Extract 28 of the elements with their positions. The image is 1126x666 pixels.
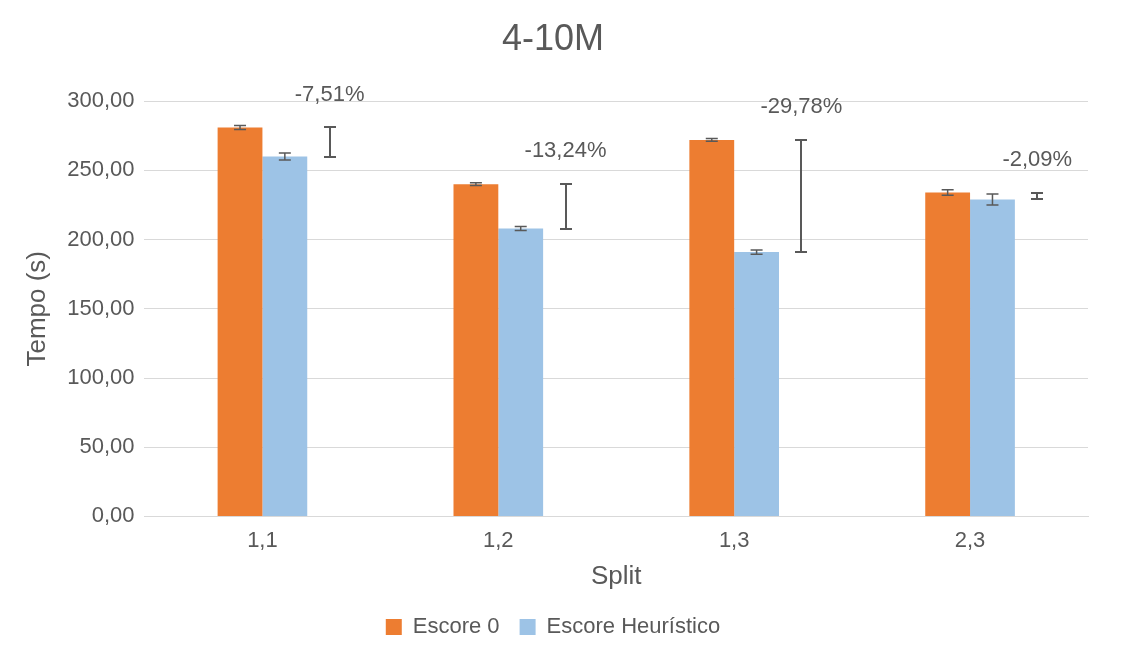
bar xyxy=(734,252,779,516)
bar xyxy=(970,199,1015,516)
bar xyxy=(217,127,263,516)
annotation: -29,78% xyxy=(760,93,843,119)
chart-title: 4-10M xyxy=(501,16,605,58)
bar xyxy=(689,139,735,516)
legend-label: Escore Heurístico xyxy=(546,613,721,639)
y-tick-label: 200,00 xyxy=(67,225,135,251)
y-tick-label: 0,00 xyxy=(91,502,135,528)
x-tick-label: 2,3 xyxy=(954,526,986,552)
bar xyxy=(925,192,971,516)
y-tick-label: 300,00 xyxy=(67,87,135,113)
x-axis-title: Split xyxy=(590,559,643,590)
y-tick-label: 50,00 xyxy=(79,433,135,459)
y-tick-label: 100,00 xyxy=(67,364,135,390)
bar xyxy=(498,228,544,516)
x-tick-label: 1,2 xyxy=(483,526,514,552)
y-axis-title: Tempo (s) xyxy=(20,251,51,367)
bar xyxy=(262,156,308,516)
y-tick-label: 250,00 xyxy=(67,156,135,182)
x-tick-label: 1,1 xyxy=(247,526,278,552)
annotation: -13,24% xyxy=(524,137,607,163)
legend-label: Escore 0 xyxy=(412,613,500,639)
x-tick-label: 1,3 xyxy=(718,526,750,552)
annotation: -7,51% xyxy=(294,80,365,106)
annotation: -2,09% xyxy=(1002,145,1073,171)
y-tick-label: 150,00 xyxy=(67,294,135,320)
bar xyxy=(453,184,499,516)
